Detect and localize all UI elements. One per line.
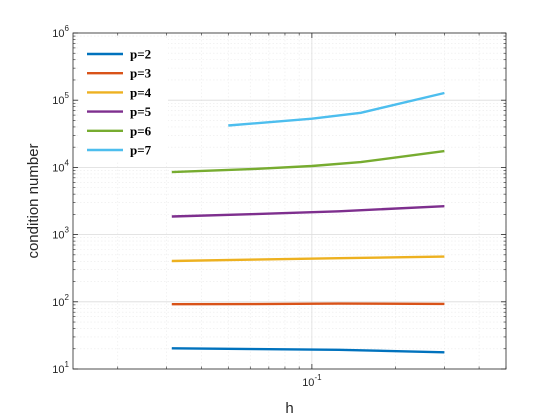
legend-label: p=6 (130, 123, 152, 138)
legend-label: p=4 (130, 85, 152, 100)
y-axis-label: condition number (25, 143, 42, 258)
legend-label: p=5 (130, 104, 152, 119)
series-line-5 (171, 149, 445, 174)
y-tick-label: 104 (52, 158, 69, 174)
y-tick-label: 101 (52, 360, 69, 376)
axis-ticks (73, 32, 507, 370)
y-tick-label: 102 (52, 293, 69, 309)
minor-grid (73, 33, 507, 369)
y-tick-label: 105 (52, 91, 69, 107)
legend-box (79, 39, 168, 162)
series-line-2 (171, 302, 445, 306)
series-line-4 (171, 205, 445, 218)
series-line-1 (171, 347, 445, 354)
plot-frame (72, 32, 507, 370)
x-axis-label: h (285, 400, 293, 417)
y-tick-label: 106 (52, 24, 69, 40)
legend: p=2 p=3 p=4 p=5 p=6 p=7 (79, 39, 168, 162)
x-tick-label: 10-1 (302, 373, 322, 389)
legend-label: p=2 (130, 47, 151, 62)
series-line-6 (228, 91, 445, 127)
legend-label: p=3 (130, 66, 152, 81)
series-layer (171, 91, 445, 354)
tick-labels: 101 102 103 104 105 106 10-1 (52, 24, 322, 389)
legend-label: p=7 (130, 143, 152, 158)
y-tick-label: 103 (52, 226, 69, 242)
series-line-3 (171, 255, 445, 263)
